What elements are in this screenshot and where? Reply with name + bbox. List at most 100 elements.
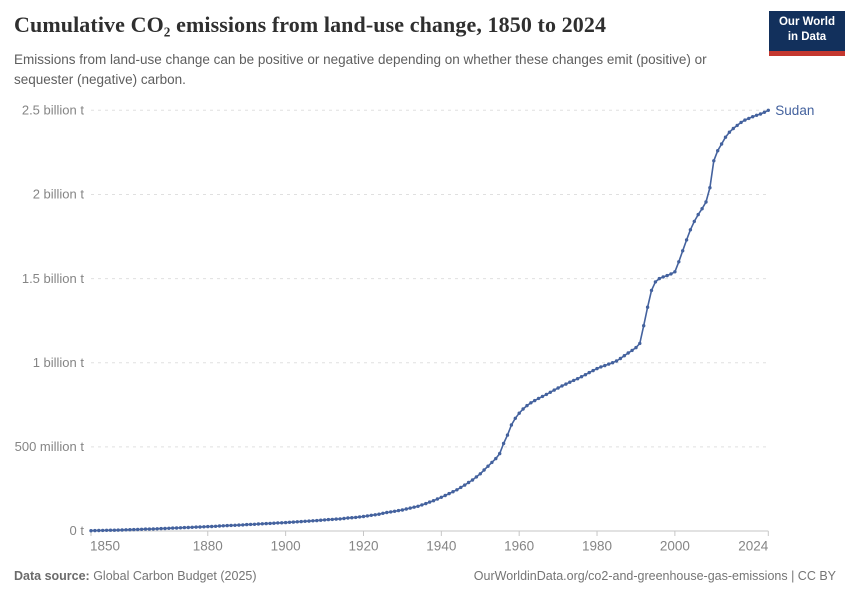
data-point-marker[interactable] xyxy=(665,273,669,278)
data-point-marker[interactable] xyxy=(287,520,292,524)
data-point-marker[interactable] xyxy=(400,508,405,512)
data-point-marker[interactable] xyxy=(677,260,681,264)
data-point-marker[interactable] xyxy=(509,423,514,427)
data-point-marker[interactable] xyxy=(143,527,148,531)
data-point-marker[interactable] xyxy=(104,528,109,532)
data-point-marker[interactable] xyxy=(603,363,607,368)
data-point-marker[interactable] xyxy=(501,441,506,446)
data-point-marker[interactable] xyxy=(338,517,342,521)
data-point-marker[interactable] xyxy=(653,280,658,284)
data-point-marker[interactable] xyxy=(649,288,654,293)
data-point-marker[interactable] xyxy=(233,523,237,527)
data-point-marker[interactable] xyxy=(206,524,210,529)
data-point-marker[interactable] xyxy=(136,527,140,532)
data-point-marker[interactable] xyxy=(552,388,556,392)
data-point-marker[interactable] xyxy=(283,520,288,525)
data-point-marker[interactable] xyxy=(311,519,315,523)
data-point-marker[interactable] xyxy=(396,508,401,513)
data-point-marker[interactable] xyxy=(346,516,350,520)
data-point-marker[interactable] xyxy=(299,519,303,524)
data-point-marker[interactable] xyxy=(427,500,432,504)
data-point-marker[interactable] xyxy=(614,359,619,363)
data-point-marker[interactable] xyxy=(377,512,381,516)
data-point-marker[interactable] xyxy=(482,468,486,472)
data-point-marker[interactable] xyxy=(688,228,693,232)
data-point-marker[interactable] xyxy=(455,488,459,492)
data-point-marker[interactable] xyxy=(466,480,471,485)
data-point-marker[interactable] xyxy=(159,526,163,531)
data-point-marker[interactable] xyxy=(408,506,412,510)
data-point-marker[interactable] xyxy=(424,501,428,506)
data-point-marker[interactable] xyxy=(727,130,732,134)
data-point-marker[interactable] xyxy=(684,238,689,242)
data-point-marker[interactable] xyxy=(517,411,521,415)
data-point-marker[interactable] xyxy=(198,525,202,529)
data-point-marker[interactable] xyxy=(556,386,560,390)
data-point-marker[interactable] xyxy=(443,493,447,498)
data-point-marker[interactable] xyxy=(167,526,171,530)
data-point-marker[interactable] xyxy=(459,485,463,490)
data-point-marker[interactable] xyxy=(342,516,346,521)
data-point-marker[interactable] xyxy=(151,527,155,531)
data-point-marker[interactable] xyxy=(626,351,630,355)
data-point-marker[interactable] xyxy=(178,526,183,530)
data-point-marker[interactable] xyxy=(174,526,179,530)
data-point-marker[interactable] xyxy=(112,528,117,532)
data-point-marker[interactable] xyxy=(186,525,190,530)
data-point-marker[interactable] xyxy=(696,212,700,217)
data-point-marker[interactable] xyxy=(330,517,334,522)
data-point-marker[interactable] xyxy=(525,403,529,408)
data-point-marker[interactable] xyxy=(478,472,482,476)
data-point-marker[interactable] xyxy=(754,113,759,118)
data-point-marker[interactable] xyxy=(225,523,229,528)
data-point-marker[interactable] xyxy=(97,528,101,533)
data-point-marker[interactable] xyxy=(213,524,218,528)
data-point-marker[interactable] xyxy=(369,513,373,517)
data-point-marker[interactable] xyxy=(661,275,665,279)
data-point-marker[interactable] xyxy=(357,515,362,519)
owid-url-license[interactable]: OurWorldinData.org/co2-and-greenhouse-ga… xyxy=(473,569,836,583)
data-point-marker[interactable] xyxy=(280,521,284,525)
data-point-marker[interactable] xyxy=(529,401,533,405)
data-point-marker[interactable] xyxy=(758,112,763,116)
data-point-marker[interactable] xyxy=(202,525,206,529)
data-point-marker[interactable] xyxy=(638,341,642,346)
data-point-marker[interactable] xyxy=(412,505,416,509)
data-point-marker[interactable] xyxy=(381,511,385,515)
data-point-marker[interactable] xyxy=(498,451,502,456)
data-point-marker[interactable] xyxy=(669,272,673,276)
data-point-marker[interactable] xyxy=(579,375,584,379)
data-point-marker[interactable] xyxy=(404,507,408,511)
data-point-marker[interactable] xyxy=(723,135,728,139)
data-point-marker[interactable] xyxy=(256,522,261,526)
data-point-marker[interactable] xyxy=(642,324,646,328)
data-point-marker[interactable] xyxy=(350,516,354,520)
data-point-marker[interactable] xyxy=(229,523,233,528)
data-point-marker[interactable] xyxy=(307,519,311,523)
data-point-marker[interactable] xyxy=(533,398,537,403)
data-point-marker[interactable] xyxy=(645,305,650,309)
data-point-marker[interactable] xyxy=(373,513,377,517)
data-point-marker[interactable] xyxy=(319,518,323,522)
data-point-marker[interactable] xyxy=(513,416,517,420)
data-point-marker[interactable] xyxy=(739,120,743,125)
data-point-marker[interactable] xyxy=(139,527,144,531)
series-label-sudan[interactable]: Sudan xyxy=(775,103,814,118)
series-line-sudan[interactable] xyxy=(90,109,770,532)
data-point-marker[interactable] xyxy=(120,528,124,532)
data-point-marker[interactable] xyxy=(762,110,767,115)
data-point-marker[interactable] xyxy=(241,523,245,527)
data-point-marker[interactable] xyxy=(657,276,661,281)
data-point-marker[interactable] xyxy=(132,527,136,532)
data-point-marker[interactable] xyxy=(692,219,696,224)
data-point-marker[interactable] xyxy=(735,123,739,128)
data-point-marker[interactable] xyxy=(540,394,545,399)
data-point-marker[interactable] xyxy=(435,497,440,501)
data-point-marker[interactable] xyxy=(210,524,214,529)
data-point-marker[interactable] xyxy=(392,509,397,513)
data-point-marker[interactable] xyxy=(521,407,525,411)
data-point-marker[interactable] xyxy=(272,521,276,525)
data-point-marker[interactable] xyxy=(326,517,331,522)
data-point-marker[interactable] xyxy=(276,521,280,525)
